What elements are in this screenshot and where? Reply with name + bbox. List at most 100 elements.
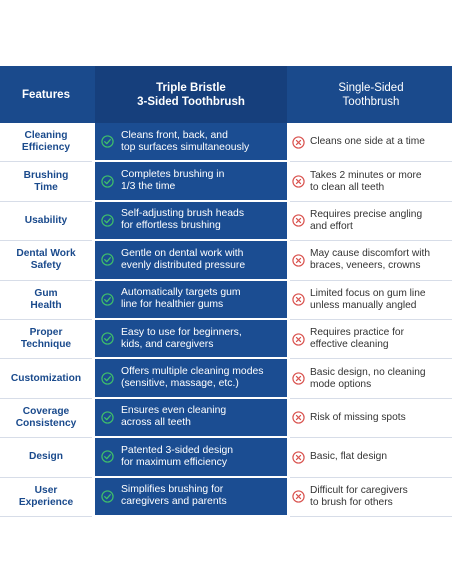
check-circle-icon — [101, 371, 114, 385]
single-sided-line: mode options — [310, 378, 372, 390]
check-circle-icon — [101, 450, 114, 464]
feature-label-line: Proper — [29, 327, 63, 339]
single-sided-text: Requires practice for effective cleaning — [310, 327, 404, 351]
triple-bristle-cell: Offers multiple cleaning modes (sensitive… — [95, 359, 287, 399]
triple-bristle-line: Self-adjusting brush heads — [121, 208, 245, 220]
header-features: Features — [22, 88, 70, 101]
single-sided-line: and effort — [310, 220, 353, 232]
triple-bristle-line: top surfaces simultaneously — [121, 141, 250, 153]
triple-bristle-line: line for healthier gums — [121, 299, 224, 311]
single-sided-line: Basic design, no cleaning — [310, 366, 426, 378]
feature-label-line: Consistency — [15, 417, 77, 429]
x-circle-icon — [292, 136, 305, 149]
single-sided-line: unless manually angled — [310, 299, 417, 311]
feature-label-line: Health — [30, 299, 62, 311]
single-sided-line: effective cleaning — [310, 339, 389, 351]
feature-label: Usability — [0, 202, 92, 242]
triple-bristle-text: Easy to use for beginners, kids, and care… — [121, 327, 242, 351]
triple-bristle-text: Patented 3-sided design for maximum effic… — [121, 445, 233, 469]
triple-bristle-line: 1/3 the time — [121, 181, 176, 193]
feature-label: Cleaning Efficiency — [0, 123, 92, 163]
triple-bristle-line: evenly distributed pressure — [121, 259, 246, 271]
single-sided-cell: Limited focus on gum line unless manually… — [290, 281, 452, 320]
feature-label-line: Coverage — [22, 405, 70, 417]
header-triple-bristle: Triple Bristle 3-Sided Toothbrush — [95, 66, 287, 123]
x-circle-icon — [292, 254, 305, 267]
table-header: Features Triple Bristle 3-Sided Toothbru… — [0, 66, 452, 123]
feature-label-line: Customization — [10, 372, 82, 384]
single-sided-cell: May cause discomfort with braces, veneers… — [290, 241, 452, 281]
single-sided-line: Cleans one side at a time — [310, 136, 425, 148]
feature-label-line: Brushing — [23, 169, 69, 181]
single-sided-line: Risk of missing spots — [310, 411, 406, 423]
feature-label-line: Gum — [34, 287, 58, 299]
triple-bristle-cell: Gentle on dental work with evenly distrib… — [95, 241, 287, 281]
feature-label-line: Dental Work — [16, 248, 76, 260]
table-row: Gum Health Automatically targets gum line f… — [0, 280, 452, 320]
x-circle-icon — [292, 333, 305, 346]
single-sided-text: Requires precise angling and effort — [310, 209, 422, 233]
table-row: User Experience Simplifies brushing for car… — [0, 477, 452, 517]
triple-bristle-line: Ensures even cleaning — [121, 405, 227, 417]
check-circle-icon — [101, 411, 114, 424]
single-sided-line: braces, veneers, crowns — [310, 260, 421, 272]
feature-label-line: Cleaning — [24, 130, 68, 142]
feature-label-line: User — [34, 484, 58, 496]
feature-label: Customization — [0, 359, 92, 399]
check-circle-icon — [101, 490, 114, 503]
table-row: Design Patented 3-sided design for maximum… — [0, 438, 452, 478]
table-row: Dental Work Safety Gentle on dental work w… — [0, 241, 452, 281]
single-sided-line: to brush for others — [310, 496, 393, 508]
x-circle-icon — [292, 451, 305, 464]
single-sided-cell: Cleans one side at a time — [290, 123, 452, 163]
single-sided-line: Basic, flat design — [310, 451, 388, 463]
x-circle-icon — [292, 490, 305, 503]
single-sided-line: Difficult for caregivers — [310, 484, 408, 496]
x-circle-icon — [292, 293, 305, 306]
triple-bristle-line: kids, and caregivers — [121, 338, 214, 350]
single-sided-line: to clean all teeth — [310, 181, 385, 193]
single-sided-cell: Requires practice for effective cleaning — [290, 320, 452, 360]
single-sided-cell: Risk of missing spots — [290, 399, 452, 439]
triple-bristle-text: Self-adjusting brush heads for effortless… — [121, 208, 244, 232]
single-sided-line: Takes 2 minutes or more — [310, 169, 422, 181]
triple-bristle-text: Ensures even cleaning across all teeth — [121, 405, 226, 429]
feature-label-line: Time — [34, 181, 58, 193]
single-sided-cell: Basic, flat design — [290, 438, 452, 478]
triple-bristle-cell: Patented 3-sided design for maximum effic… — [95, 438, 287, 478]
triple-bristle-line: Offers multiple cleaning modes — [121, 366, 264, 378]
triple-bristle-cell: Simplifies brushing for caregivers and pa… — [95, 477, 287, 517]
triple-bristle-cell: Easy to use for beginners, kids, and care… — [95, 320, 287, 360]
x-circle-icon — [292, 214, 305, 228]
comparison-table: Features Triple Bristle 3-Sided Toothbru… — [0, 66, 452, 517]
x-circle-icon — [292, 175, 305, 188]
single-sided-line: Requires practice for — [310, 327, 404, 339]
feature-label-line: Efficiency — [21, 142, 71, 154]
triple-bristle-cell: Self-adjusting brush heads for effortless… — [95, 201, 287, 242]
check-circle-icon — [101, 214, 114, 227]
single-sided-cell: Requires precise angling and effort — [290, 202, 452, 242]
check-circle-icon — [101, 135, 114, 148]
triple-bristle-cell: Completes brushing in 1/3 the time — [95, 162, 287, 202]
feature-label: Coverage Consistency — [0, 399, 92, 439]
triple-bristle-line: (sensitive, massage, etc.) — [121, 378, 239, 390]
feature-label-line: Usability — [24, 214, 68, 226]
single-sided-text: Risk of missing spots — [310, 412, 406, 424]
feature-label-line: Design — [29, 451, 63, 463]
single-sided-text: Takes 2 minutes or more to clean all teet… — [310, 170, 422, 194]
x-circle-icon — [292, 372, 305, 385]
triple-bristle-line: Patented 3-sided design — [121, 444, 234, 456]
single-sided-line: May cause discomfort with — [310, 248, 431, 260]
single-sided-text: Basic, flat design — [310, 451, 387, 463]
single-sided-cell: Basic design, no cleaning mode options — [290, 359, 452, 399]
header-triple-line2: 3-Sided Toothbrush — [137, 95, 245, 108]
feature-label: User Experience — [0, 478, 92, 517]
check-circle-icon — [101, 174, 114, 188]
table-row: Coverage Consistency Ensures even cleaning… — [0, 398, 452, 439]
table-row: Proper Technique Easy to use for beginners… — [0, 320, 452, 360]
single-sided-line: Requires precise angling — [310, 208, 423, 220]
triple-bristle-text: Cleans front, back, and top surfaces simu… — [121, 130, 249, 154]
header-triple-line1: Triple Bristle — [156, 81, 226, 94]
x-circle-icon — [292, 411, 305, 425]
single-sided-text: Cleans one side at a time — [310, 136, 425, 148]
